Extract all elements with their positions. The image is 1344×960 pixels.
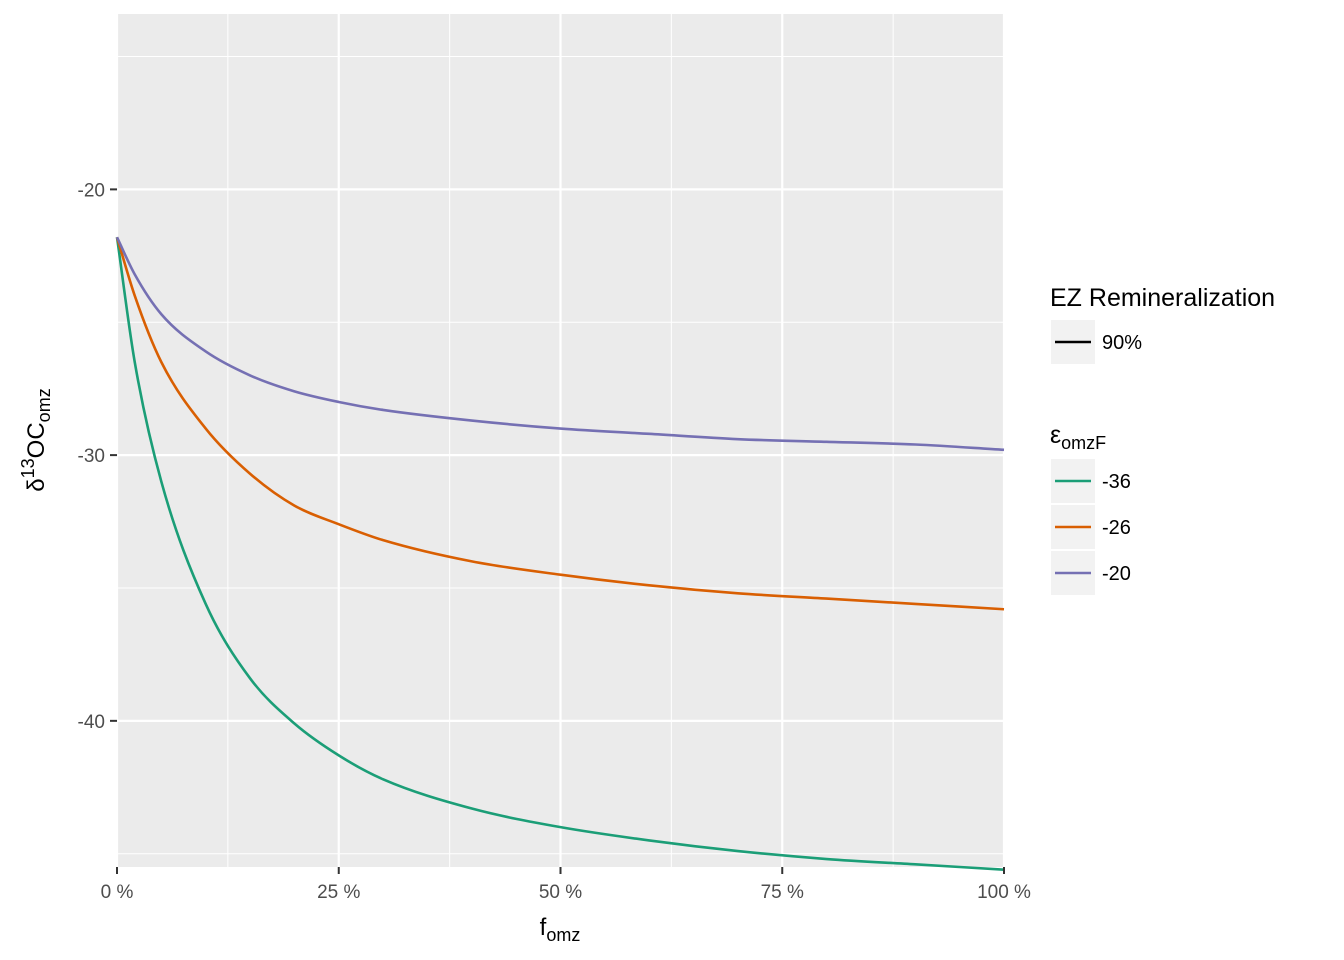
x-axis: 0 % 25 % 50 % 75 % 100 % bbox=[101, 867, 1031, 903]
legend-color-title: εomzF bbox=[1050, 421, 1106, 453]
legend-item-label: 90% bbox=[1102, 332, 1142, 354]
series-line-26 bbox=[115, 236, 1005, 611]
y-tick-label: -20 bbox=[78, 180, 105, 201]
series-layer bbox=[115, 236, 1005, 871]
y-tick-label: -30 bbox=[78, 446, 105, 467]
y-axis: -20 -30 -40 bbox=[78, 180, 117, 733]
x-tick-label: 25 % bbox=[317, 882, 360, 903]
series-line-20 bbox=[115, 236, 1005, 452]
legend-item-label: -26 bbox=[1102, 517, 1131, 539]
grid-major bbox=[115, 14, 1006, 867]
legend-item-label: -20 bbox=[1102, 563, 1131, 585]
legend-linetype: EZ Remineralization 90% bbox=[1050, 284, 1275, 364]
x-tick-label: 50 % bbox=[539, 882, 582, 903]
x-tick-label: 75 % bbox=[761, 882, 804, 903]
legend-item-label: -36 bbox=[1102, 471, 1131, 493]
legend-linetype-title: EZ Remineralization bbox=[1050, 284, 1275, 312]
legend-color: εomzF -36 -26 -20 bbox=[1050, 421, 1131, 595]
y-tick-label: -40 bbox=[78, 712, 105, 733]
series-line-36 bbox=[115, 237, 1005, 871]
x-axis-title: fomz bbox=[540, 914, 581, 945]
legend-color-items: -36 -26 -20 bbox=[1051, 459, 1131, 595]
x-tick-label: 0 % bbox=[101, 882, 134, 903]
y-axis-title: δ13OComz bbox=[18, 388, 54, 491]
legend-linetype-items: 90% bbox=[1051, 320, 1142, 364]
x-tick-label: 100 % bbox=[977, 882, 1031, 903]
